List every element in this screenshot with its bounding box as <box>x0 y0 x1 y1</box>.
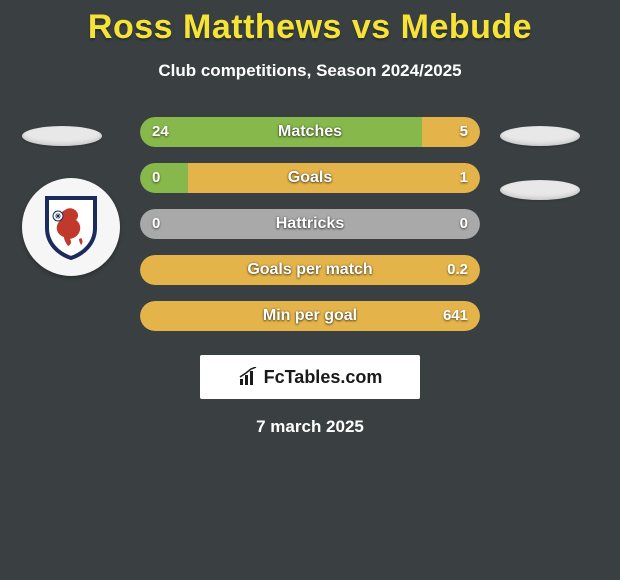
bar-track <box>140 117 480 147</box>
bar-value-left: 0 <box>152 163 160 193</box>
club-badge <box>22 178 120 276</box>
stat-row: Goals01 <box>140 163 480 193</box>
bar-value-right: 5 <box>460 117 468 147</box>
bar-right-fill <box>188 163 480 193</box>
bar-track <box>140 301 480 331</box>
bar-left-fill <box>140 209 310 239</box>
bar-value-right: 1 <box>460 163 468 193</box>
player-right-placeholder-top <box>500 126 580 146</box>
player-right-placeholder-bottom <box>500 180 580 200</box>
bar-value-right: 641 <box>443 301 468 331</box>
bar-value-right: 0 <box>460 209 468 239</box>
bar-track <box>140 163 480 193</box>
player-left-placeholder <box>22 126 102 146</box>
watermark: FcTables.com <box>200 355 420 399</box>
bar-right-fill <box>140 255 480 285</box>
stat-row: Matches245 <box>140 117 480 147</box>
bar-value-right: 0.2 <box>447 255 468 285</box>
bar-right-fill <box>310 209 480 239</box>
bar-track <box>140 209 480 239</box>
comparison-card: Ross Matthews vs Mebude Club competition… <box>0 0 620 580</box>
bar-right-fill <box>422 117 480 147</box>
watermark-text: FcTables.com <box>264 367 383 388</box>
bar-value-left: 0 <box>152 209 160 239</box>
chart-icon <box>238 367 258 387</box>
bar-value-left: 24 <box>152 117 169 147</box>
bar-right-fill <box>140 301 480 331</box>
stat-row: Goals per match0.2 <box>140 255 480 285</box>
footer-date: 7 march 2025 <box>0 417 620 437</box>
bar-track <box>140 255 480 285</box>
bar-left-fill <box>140 117 422 147</box>
page-title: Ross Matthews vs Mebude <box>0 0 620 47</box>
shield-icon <box>43 194 99 260</box>
page-subtitle: Club competitions, Season 2024/2025 <box>0 61 620 81</box>
stat-row: Min per goal641 <box>140 301 480 331</box>
bar-left-fill <box>140 163 188 193</box>
stat-row: Hattricks00 <box>140 209 480 239</box>
